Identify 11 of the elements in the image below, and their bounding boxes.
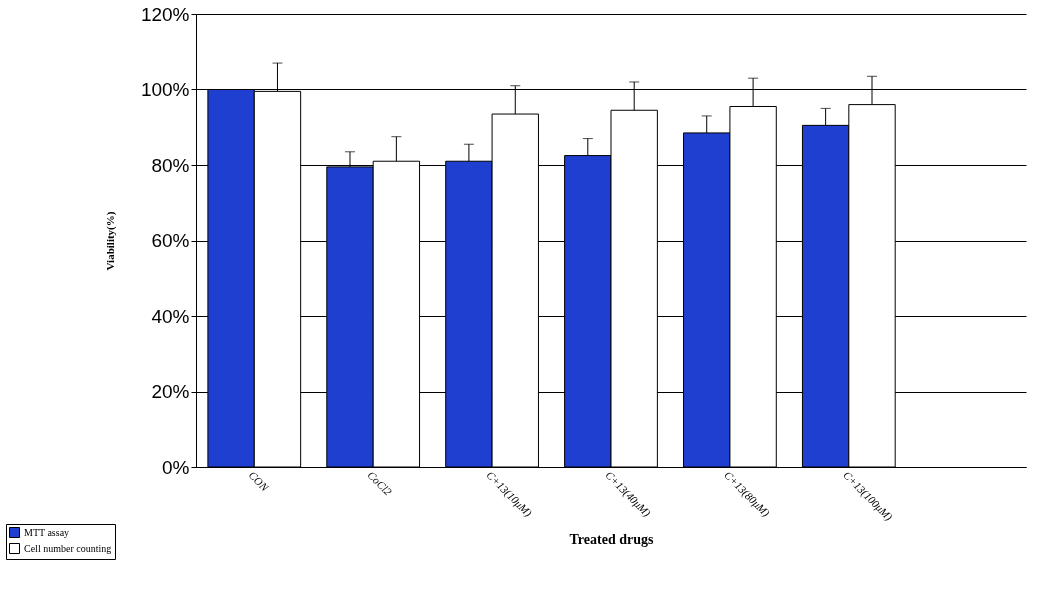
y-tick-label: 100% <box>140 79 190 100</box>
y-tick-label: 120% <box>140 3 190 25</box>
y-tick-label: 80% <box>151 154 190 176</box>
legend-label: MTT assay <box>24 526 70 538</box>
y-tick-label: 0% <box>162 456 190 478</box>
y-tick-label: 20% <box>151 381 190 402</box>
x-axis-title: Treated drugs <box>569 531 654 547</box>
legend-label: Cell number counting <box>24 542 112 554</box>
y-tick-label: 40% <box>151 305 190 327</box>
y-tick-label: 60% <box>151 230 190 251</box>
y-axis-title: Viability(%) <box>103 211 117 271</box>
